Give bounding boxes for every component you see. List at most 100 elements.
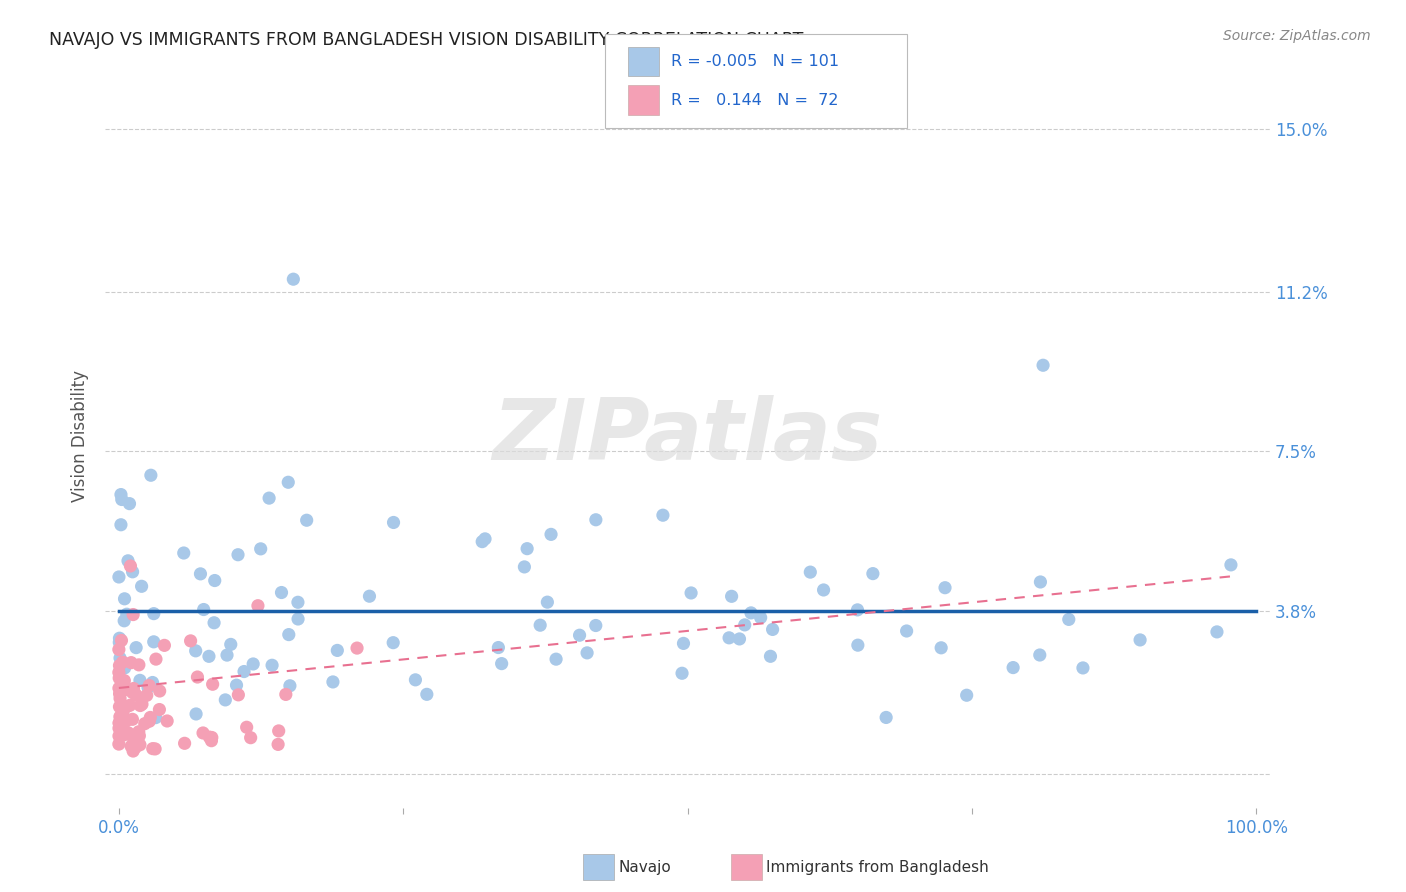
Point	[112, 683, 135, 698]
Point	[108, 665, 131, 680]
Point	[486, 640, 509, 655]
Point	[1029, 648, 1052, 662]
Point	[111, 655, 134, 669]
Point	[322, 675, 344, 690]
Point	[142, 741, 165, 756]
Point	[200, 733, 222, 747]
Point	[262, 658, 284, 673]
Point	[846, 603, 869, 617]
Point	[799, 565, 821, 579]
Point	[120, 656, 142, 670]
Point	[1032, 358, 1054, 372]
Point	[956, 688, 979, 702]
Point	[235, 720, 257, 734]
Point	[180, 633, 202, 648]
Point	[513, 560, 536, 574]
Point	[416, 687, 439, 701]
Point	[536, 595, 558, 609]
Point	[108, 721, 131, 735]
Point	[193, 602, 215, 616]
Point	[108, 651, 131, 665]
Point	[108, 632, 131, 646]
Point	[131, 697, 153, 711]
Point	[728, 632, 751, 646]
Point	[651, 508, 673, 523]
Point	[568, 628, 591, 642]
Point	[110, 726, 132, 740]
Point	[136, 681, 159, 695]
Point	[267, 723, 290, 738]
Point	[108, 715, 131, 730]
Text: R = -0.005   N = 101: R = -0.005 N = 101	[671, 54, 839, 69]
Point	[267, 738, 290, 752]
Point	[108, 710, 131, 724]
Point	[576, 646, 599, 660]
Point	[896, 624, 918, 638]
Point	[762, 623, 785, 637]
Point	[184, 706, 207, 721]
Point	[585, 513, 607, 527]
Point	[138, 714, 160, 729]
Point	[117, 726, 139, 740]
Point	[173, 736, 195, 750]
Point	[108, 635, 131, 649]
Point	[681, 586, 703, 600]
Point	[382, 516, 405, 530]
Point	[257, 491, 280, 505]
Point	[148, 702, 170, 716]
Point	[287, 595, 309, 609]
Point	[346, 641, 368, 656]
Point	[108, 642, 131, 657]
Point	[382, 635, 405, 649]
Point	[143, 742, 166, 756]
Point	[1071, 661, 1094, 675]
Point	[749, 610, 772, 624]
Point	[1129, 632, 1152, 647]
Point	[129, 738, 152, 752]
Point	[142, 635, 165, 649]
Point	[734, 618, 756, 632]
Point	[201, 731, 224, 745]
Point	[239, 731, 262, 745]
Point	[114, 681, 136, 696]
Point	[110, 673, 132, 687]
Point	[139, 468, 162, 483]
Point	[128, 724, 150, 739]
Point	[1029, 574, 1052, 589]
Point	[110, 517, 132, 532]
Point	[198, 649, 221, 664]
Point	[122, 681, 145, 696]
Point	[141, 675, 163, 690]
Point	[118, 698, 141, 713]
Point	[672, 636, 695, 650]
Point	[138, 679, 160, 693]
Point	[115, 607, 138, 622]
Point	[671, 666, 693, 681]
Point	[156, 714, 179, 728]
Point	[204, 574, 226, 588]
Point	[718, 631, 741, 645]
Point	[110, 633, 132, 648]
Point	[404, 673, 426, 687]
Point	[128, 657, 150, 672]
Point	[516, 541, 538, 556]
Point	[191, 726, 214, 740]
Point	[546, 652, 568, 666]
Point	[283, 272, 305, 286]
Point	[219, 637, 242, 651]
Point	[108, 737, 131, 751]
Point	[875, 710, 897, 724]
Point	[585, 618, 607, 632]
Point	[278, 679, 301, 693]
Point	[491, 657, 513, 671]
Point	[110, 487, 132, 501]
Point	[108, 687, 131, 701]
Point	[108, 729, 131, 743]
Point	[249, 541, 271, 556]
Point	[114, 591, 136, 606]
Point	[153, 639, 176, 653]
Point	[125, 640, 148, 655]
Point	[225, 678, 247, 692]
Text: NAVAJO VS IMMIGRANTS FROM BANGLADESH VISION DISABILITY CORRELATION CHART: NAVAJO VS IMMIGRANTS FROM BANGLADESH VIS…	[49, 31, 804, 49]
Point	[929, 640, 952, 655]
